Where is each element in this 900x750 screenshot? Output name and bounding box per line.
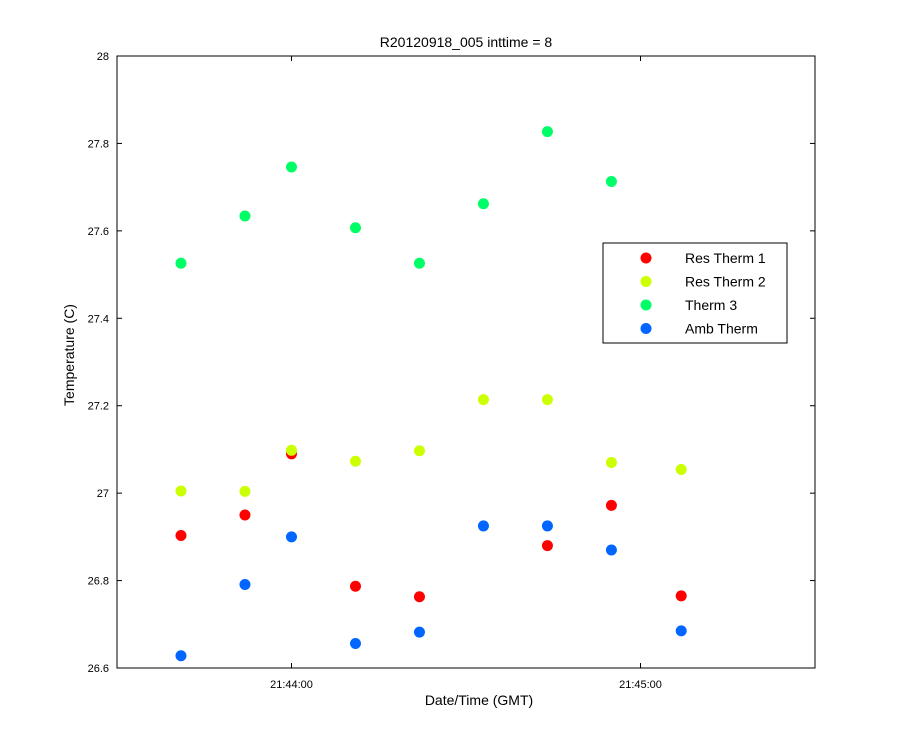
- point-res-therm-2: [477, 394, 489, 406]
- point-res-therm-2: [286, 444, 297, 456]
- legend-label-res-therm-2: Res Therm 2: [685, 274, 766, 290]
- point-amb-therm: [239, 579, 251, 591]
- point-res-therm-2: [175, 485, 187, 497]
- y-tick-label: 27.6: [88, 226, 109, 238]
- point-amb-therm: [541, 520, 553, 532]
- y-tick-label: 27.8: [88, 138, 109, 150]
- data-points: [175, 126, 687, 662]
- y-axis-label: Temperature (C): [61, 304, 77, 406]
- point-amb-therm: [175, 650, 187, 662]
- legend: Res Therm 1 Res Therm 2 Therm 3 Amb Therm: [602, 242, 788, 344]
- legend-marker-res-therm-1: [640, 252, 652, 264]
- point-res-therm-1: [605, 499, 617, 511]
- point-therm-3: [286, 161, 297, 173]
- legend-label-res-therm-1: Res Therm 1: [685, 250, 766, 266]
- point-therm-3: [349, 222, 361, 234]
- point-therm-3: [413, 257, 425, 269]
- point-therm-3: [239, 210, 251, 222]
- point-res-therm-1: [413, 591, 425, 603]
- point-amb-therm: [286, 531, 297, 543]
- point-res-therm-2: [239, 485, 251, 497]
- point-therm-3: [477, 198, 489, 210]
- point-res-therm-2: [675, 464, 687, 476]
- point-res-therm-1: [541, 540, 553, 552]
- legend-box: [602, 242, 788, 344]
- point-res-therm-2: [413, 445, 425, 457]
- point-therm-3: [605, 175, 617, 187]
- point-amb-therm: [413, 626, 425, 638]
- legend-marker-therm-3: [640, 299, 652, 311]
- y-axis: 26.6 26.8 27 27.2 27.4 27.6 27.8 28: [88, 51, 815, 675]
- y-tick-label: 27.2: [88, 401, 109, 413]
- point-amb-therm: [349, 638, 361, 650]
- legend-label-therm-3: Therm 3: [685, 297, 737, 313]
- x-axis-label: Date/Time (GMT): [425, 692, 533, 708]
- legend-marker-amb-therm: [640, 323, 652, 334]
- plot-area: [116, 55, 816, 669]
- point-res-therm-1: [675, 590, 687, 602]
- point-res-therm-2: [605, 457, 617, 469]
- point-res-therm-1: [175, 530, 187, 542]
- x-tick-label: 21:45:00: [619, 679, 662, 691]
- point-res-therm-2: [541, 394, 553, 406]
- point-amb-therm: [605, 544, 617, 556]
- point-therm-3: [175, 257, 187, 269]
- y-tick-label: 26.6: [88, 663, 109, 675]
- x-tick-label: 21:44:00: [270, 679, 313, 691]
- chart-title: R20120918_005 inttime = 8: [380, 34, 553, 50]
- point-therm-3: [541, 126, 553, 138]
- y-tick-label: 27: [97, 488, 109, 500]
- y-tick-label: 26.8: [88, 576, 109, 588]
- legend-marker-res-therm-2: [640, 276, 652, 287]
- point-amb-therm: [675, 625, 687, 637]
- point-res-therm-2: [349, 455, 361, 467]
- y-tick-label: 28: [97, 51, 109, 63]
- point-res-therm-1: [349, 580, 361, 592]
- point-amb-therm: [477, 520, 489, 532]
- point-res-therm-1: [239, 509, 251, 521]
- x-axis: 21:44:00 21:45:00: [270, 56, 662, 691]
- y-tick-label: 27.4: [88, 313, 109, 325]
- legend-label-amb-therm: Amb Therm: [685, 321, 758, 337]
